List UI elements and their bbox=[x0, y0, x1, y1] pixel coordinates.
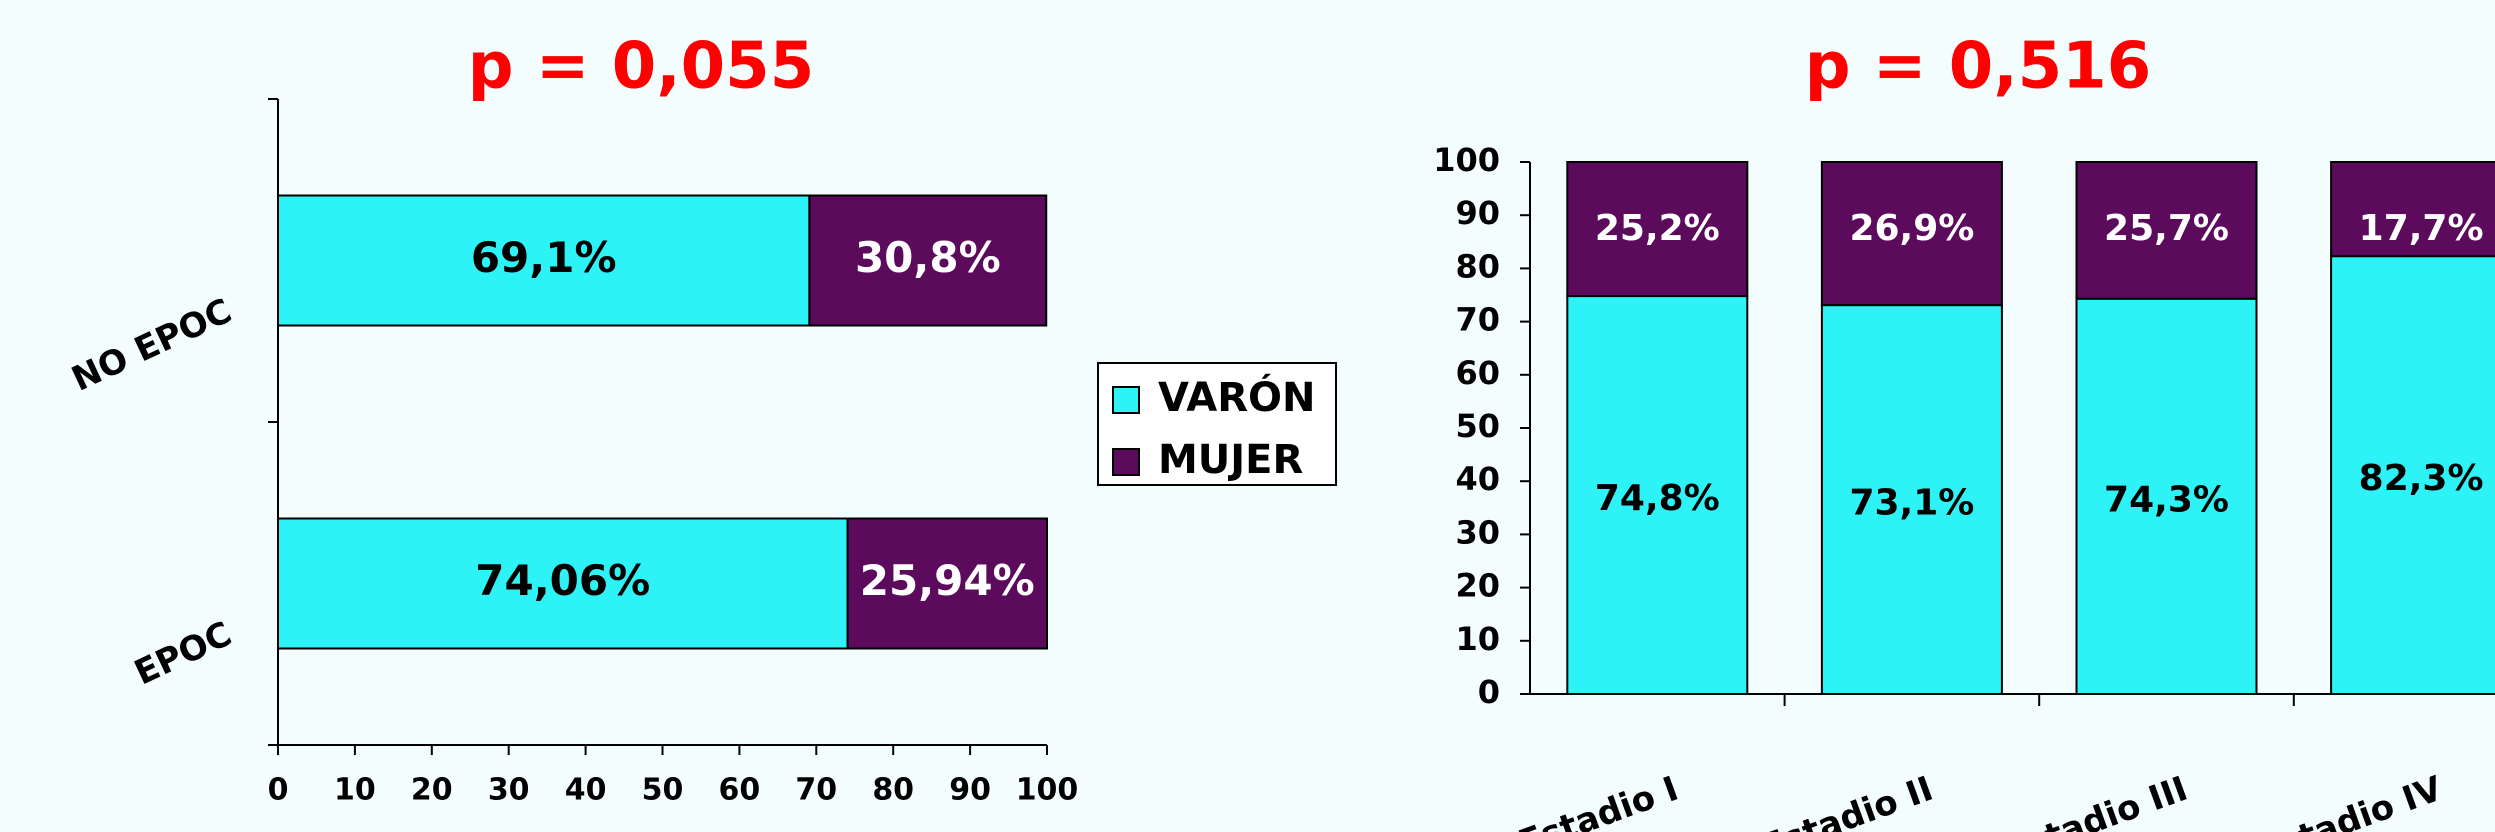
value-label: 25,94% bbox=[860, 556, 1035, 605]
value-label: 25,2% bbox=[1595, 208, 1720, 249]
x-tick-label: 70 bbox=[795, 773, 837, 808]
chart-title: p = 0,055 bbox=[468, 30, 814, 104]
value-label: 69,1% bbox=[471, 233, 617, 282]
value-label: 74,8% bbox=[1595, 478, 1720, 519]
bar-segment bbox=[1566, 295, 1749, 695]
y-tick-label: 60 bbox=[1455, 354, 1500, 392]
bar-segment bbox=[1820, 304, 2003, 695]
y-tick-label: 70 bbox=[1455, 301, 1500, 339]
bar-segment bbox=[808, 194, 1048, 327]
x-tick-label: 90 bbox=[949, 773, 991, 808]
y-tick-label: 100 bbox=[1433, 141, 1500, 179]
x-tick-label: 0 bbox=[268, 773, 289, 808]
y-tick-label: 0 bbox=[1478, 673, 1500, 711]
bar-segment bbox=[1820, 161, 2003, 307]
y-tick-label: 80 bbox=[1455, 247, 1500, 285]
chart-title: p = 0,516 bbox=[1805, 30, 2151, 104]
legend-swatch bbox=[1112, 386, 1140, 414]
bar-segment bbox=[1566, 161, 1749, 298]
x-tick-label: 80 bbox=[872, 773, 914, 808]
bar-segment bbox=[2075, 297, 2258, 695]
value-label: 74,06% bbox=[475, 556, 650, 605]
bar-segment bbox=[2330, 255, 2495, 695]
bar-segment bbox=[846, 517, 1049, 650]
legend-label: MUJER bbox=[1158, 437, 1303, 483]
y-tick-label: 20 bbox=[1455, 567, 1500, 605]
y-tick-label: 90 bbox=[1455, 194, 1500, 232]
x-tick-label: 50 bbox=[642, 773, 684, 808]
value-label: 26,9% bbox=[1849, 208, 1974, 249]
value-label: 17,7% bbox=[2359, 208, 2484, 249]
bar-segment bbox=[2330, 161, 2495, 258]
x-tick-label: 40 bbox=[565, 773, 607, 808]
value-label: 82,3% bbox=[2359, 458, 2484, 499]
y-tick-label: 50 bbox=[1455, 407, 1500, 445]
y-tick-label: 10 bbox=[1455, 620, 1500, 658]
value-label: 30,8% bbox=[855, 233, 1001, 282]
y-tick-label: 30 bbox=[1455, 513, 1500, 551]
x-tick-label: 60 bbox=[719, 773, 761, 808]
bar-segment bbox=[2075, 161, 2258, 300]
y-tick-label: 40 bbox=[1455, 460, 1500, 498]
value-label: 73,1% bbox=[1849, 483, 1974, 524]
legend-label: VARÓN bbox=[1158, 373, 1315, 421]
x-tick-label: 20 bbox=[411, 773, 453, 808]
bar-segment bbox=[277, 517, 849, 650]
value-label: 74,3% bbox=[2104, 479, 2229, 520]
x-tick-label: 100 bbox=[1016, 773, 1079, 808]
x-tick-label: 10 bbox=[334, 773, 376, 808]
value-label: 25,7% bbox=[2104, 208, 2229, 249]
bar-segment bbox=[277, 194, 811, 327]
x-tick-label: 30 bbox=[488, 773, 530, 808]
legend-swatch bbox=[1112, 448, 1140, 476]
